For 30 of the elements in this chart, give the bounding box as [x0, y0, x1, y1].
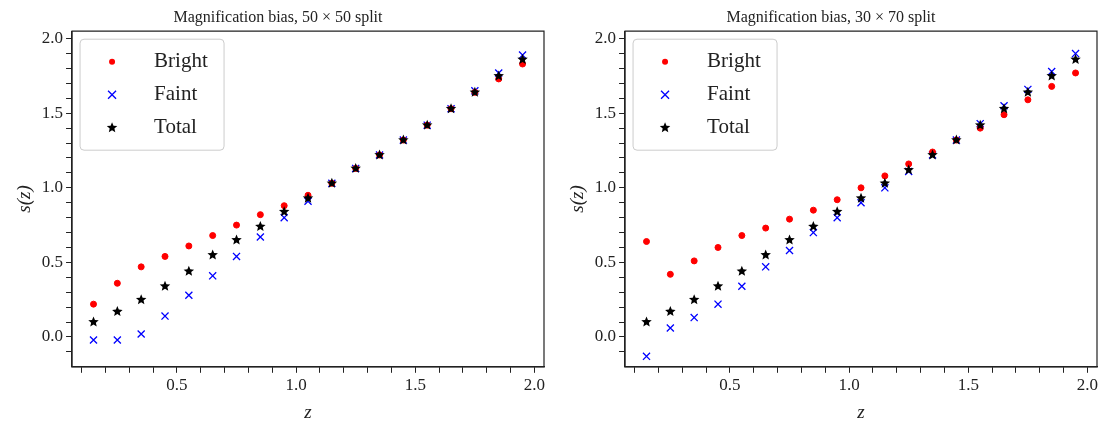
y-axis-title: s(z) — [13, 185, 36, 213]
x-tick-label: 0.5 — [719, 375, 741, 395]
y-tick-label: 2.0 — [594, 28, 617, 48]
x-tick-label: 1.0 — [838, 375, 860, 395]
y-tick-label: 1.5 — [41, 102, 64, 122]
y-tick-label: 0.0 — [594, 326, 617, 346]
chart-title: Magnification bias, 50 × 50 split — [173, 7, 384, 26]
y-tick-label: 2.0 — [41, 28, 64, 48]
x-axis-title: z — [856, 400, 866, 422]
x-tick-label: 2.0 — [523, 375, 546, 395]
x-tick-label: 1.0 — [285, 375, 307, 395]
y-axis-title: s(z) — [566, 185, 589, 213]
legend-label: Total — [707, 114, 751, 139]
legend-label: Bright — [154, 48, 208, 73]
y-tick-label: 1.0 — [594, 177, 617, 197]
legend-label: Faint — [707, 81, 751, 106]
y-tick-label: 0.5 — [41, 251, 64, 271]
x-tick-label: 0.5 — [166, 375, 188, 395]
legend-label: Bright — [707, 48, 761, 73]
legend-label: Total — [154, 114, 198, 139]
x-tick-label: 1.5 — [957, 375, 979, 395]
x-axis-title: z — [303, 400, 313, 422]
x-tick-label: 2.0 — [1076, 375, 1099, 395]
x-tick-label: 1.5 — [404, 375, 426, 395]
y-tick-label: 0.0 — [41, 326, 64, 346]
y-tick-label: 1.5 — [594, 102, 617, 122]
y-tick-label: 0.5 — [594, 251, 617, 271]
y-tick-label: 1.0 — [41, 177, 64, 197]
chart-title: Magnification bias, 30 × 70 split — [726, 7, 937, 26]
legend-label: Faint — [154, 81, 198, 106]
